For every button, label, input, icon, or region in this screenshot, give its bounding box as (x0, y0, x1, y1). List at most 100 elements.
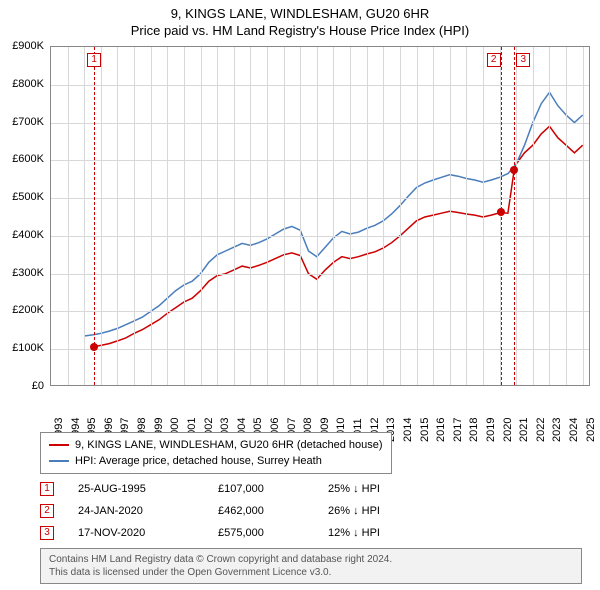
gridline-v (68, 47, 69, 385)
event-ref-box: 3 (40, 526, 54, 540)
x-axis-labels: 1993199419951996199719981999200020012002… (50, 390, 590, 430)
gridline-v (217, 47, 218, 385)
y-tick-label: £0 (32, 380, 44, 392)
gridline-v (284, 47, 285, 385)
x-tick-label: 2016 (435, 418, 447, 442)
event-line (94, 47, 95, 385)
event-number-box: 2 (487, 53, 501, 67)
events-table: 1 25-AUG-1995£107,00025% ↓ HPI 2 24-JAN-202… (40, 478, 438, 544)
gridline-v (549, 47, 550, 385)
gridline-v (450, 47, 451, 385)
y-tick-label: £400K (12, 229, 44, 241)
legend-swatch (49, 460, 69, 462)
events-table-row: 1 25-AUG-1995£107,00025% ↓ HPI (40, 478, 438, 500)
y-tick-label: £700K (12, 116, 44, 128)
x-tick-label: 2017 (452, 418, 464, 442)
gridline-v (267, 47, 268, 385)
gridline-v (533, 47, 534, 385)
plot-wrap: 1 2 3 (50, 46, 590, 406)
gridline-v (417, 47, 418, 385)
gridline-v (201, 47, 202, 385)
x-tick-label: 2020 (502, 418, 514, 442)
gridline-v (333, 47, 334, 385)
event-number-box: 3 (516, 53, 530, 67)
event-ref-box: 1 (40, 482, 54, 496)
event-pct-vs-hpi: 12% ↓ HPI (328, 527, 438, 539)
y-axis-labels: £0£100K£200K£300K£400K£500K£600K£700K£80… (0, 46, 48, 386)
gridline-v (167, 47, 168, 385)
chart-title-line2: Price paid vs. HM Land Registry's House … (0, 21, 600, 44)
gridline-v (433, 47, 434, 385)
x-tick-label: 2019 (485, 418, 497, 442)
x-tick-label: 2021 (518, 418, 530, 442)
gridline-v (466, 47, 467, 385)
event-number-box: 1 (87, 53, 101, 67)
chart-lines-svg (51, 47, 591, 387)
x-tick-label: 2014 (402, 418, 414, 442)
y-tick-label: £300K (12, 267, 44, 279)
event-price: £107,000 (218, 483, 328, 495)
gridline-v (151, 47, 152, 385)
event-marker (90, 343, 98, 351)
gridline-h (51, 198, 589, 199)
gridline-v (250, 47, 251, 385)
legend-label: HPI: Average price, detached house, Surr… (75, 453, 322, 469)
footer-line2: This data is licensed under the Open Gov… (49, 566, 573, 579)
footer-attribution: Contains HM Land Registry data © Crown c… (40, 548, 582, 584)
event-price: £462,000 (218, 505, 328, 517)
y-tick-label: £900K (12, 40, 44, 52)
gridline-v (117, 47, 118, 385)
legend-swatch (49, 444, 69, 446)
gridline-v (400, 47, 401, 385)
gridline-v (317, 47, 318, 385)
y-tick-label: £200K (12, 304, 44, 316)
gridline-h (51, 123, 589, 124)
gridline-h (51, 274, 589, 275)
y-tick-label: £100K (12, 342, 44, 354)
x-tick-label: 2018 (468, 418, 480, 442)
legend-label: 9, KINGS LANE, WINDLESHAM, GU20 6HR (det… (75, 437, 383, 453)
event-date: 25-AUG-1995 (78, 483, 218, 495)
chart-title-line1: 9, KINGS LANE, WINDLESHAM, GU20 6HR (0, 0, 600, 21)
event-pct-vs-hpi: 25% ↓ HPI (328, 483, 438, 495)
gridline-v (184, 47, 185, 385)
event-date: 24-JAN-2020 (78, 505, 218, 517)
gridline-v (516, 47, 517, 385)
x-tick-label: 2024 (568, 418, 580, 442)
gridline-v (583, 47, 584, 385)
gridline-v (367, 47, 368, 385)
plot-area: 1 2 3 (50, 46, 590, 386)
event-ref-box: 2 (40, 504, 54, 518)
event-pct-vs-hpi: 26% ↓ HPI (328, 505, 438, 517)
event-date: 17-NOV-2020 (78, 527, 218, 539)
gridline-v (383, 47, 384, 385)
events-table-row: 3 17-NOV-2020£575,00012% ↓ HPI (40, 522, 438, 544)
gridline-v (101, 47, 102, 385)
events-table-row: 2 24-JAN-2020£462,00026% ↓ HPI (40, 500, 438, 522)
legend-row: 9, KINGS LANE, WINDLESHAM, GU20 6HR (det… (49, 437, 383, 453)
event-price: £575,000 (218, 527, 328, 539)
gridline-h (51, 311, 589, 312)
gridline-h (51, 236, 589, 237)
x-tick-label: 2025 (585, 418, 597, 442)
legend: 9, KINGS LANE, WINDLESHAM, GU20 6HR (det… (40, 432, 392, 474)
gridline-v (350, 47, 351, 385)
y-tick-label: £500K (12, 191, 44, 203)
gridline-h (51, 85, 589, 86)
y-tick-label: £600K (12, 153, 44, 165)
gridline-v (300, 47, 301, 385)
gridline-v (134, 47, 135, 385)
legend-row: HPI: Average price, detached house, Surr… (49, 453, 383, 469)
gridline-v (84, 47, 85, 385)
event-marker (497, 208, 505, 216)
event-marker (510, 166, 518, 174)
gridline-v (566, 47, 567, 385)
gridline-v (483, 47, 484, 385)
event-line (514, 47, 515, 385)
y-tick-label: £800K (12, 78, 44, 90)
x-tick-label: 2022 (535, 418, 547, 442)
x-tick-label: 2023 (551, 418, 563, 442)
x-tick-label: 2015 (419, 418, 431, 442)
gridline-h (51, 160, 589, 161)
gridline-h (51, 349, 589, 350)
